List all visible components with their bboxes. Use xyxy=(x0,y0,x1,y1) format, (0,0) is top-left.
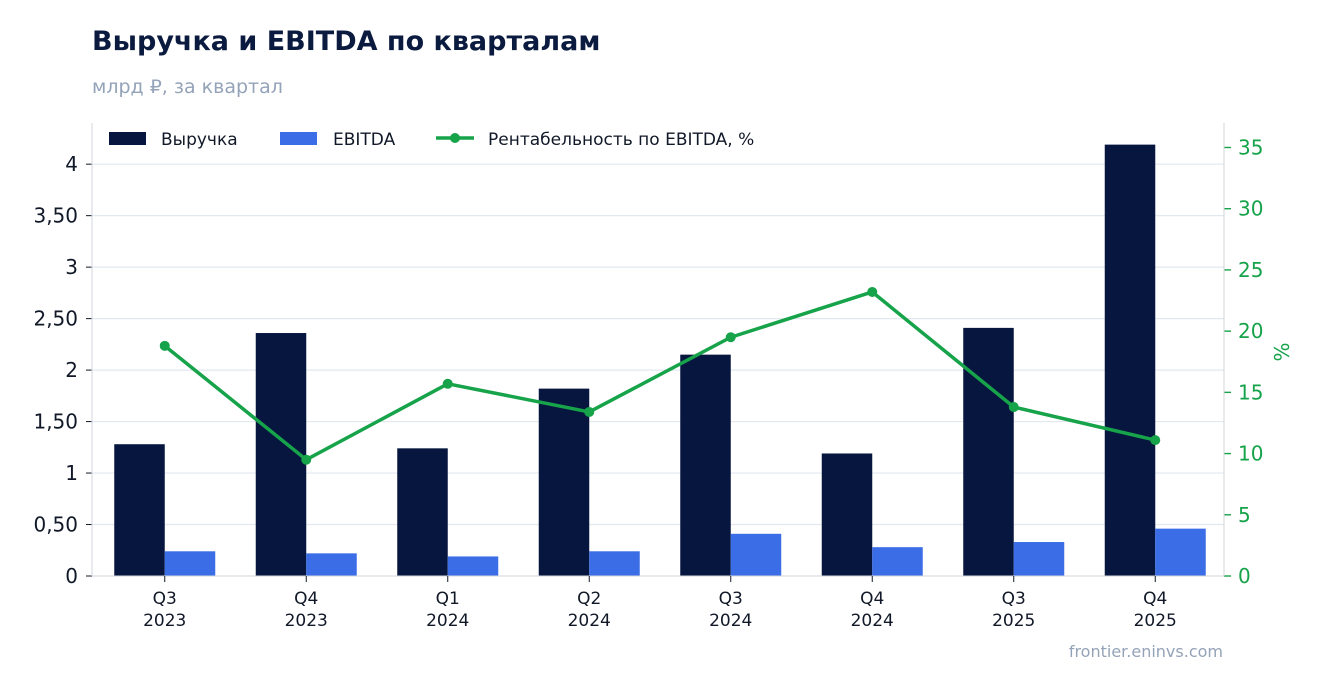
x-tick-label-year: 2024 xyxy=(426,611,469,631)
margin-point xyxy=(442,378,453,389)
left-tick-label: 0,50 xyxy=(33,513,78,537)
x-tick-label-quarter: Q4 xyxy=(1143,589,1167,609)
bar-ebitda xyxy=(730,533,782,576)
x-tick-label-year: 2024 xyxy=(709,611,752,631)
left-tick-label: 3 xyxy=(65,255,78,279)
margin-line-group xyxy=(159,286,1161,465)
bar-revenue xyxy=(397,448,448,576)
right-tick-label: 10 xyxy=(1238,442,1263,466)
axes-group: 00,5011,5022,5033,50405101520253035Q3202… xyxy=(33,123,1263,631)
right-tick-label: 35 xyxy=(1238,135,1263,159)
right-tick-label: 25 xyxy=(1238,258,1263,282)
bar-ebitda xyxy=(1013,542,1065,576)
bar-ebitda xyxy=(1155,528,1206,576)
bar-revenue xyxy=(114,444,165,576)
margin-point xyxy=(159,340,170,351)
left-tick-label: 0 xyxy=(65,564,78,588)
chart-subtitle: млрд ₽, за квартал xyxy=(92,76,283,98)
legend-label-revenue: Выручка xyxy=(161,130,238,150)
legend: Выручка EBITDA Рентабельность по EBITDA,… xyxy=(109,130,754,150)
grid-lines xyxy=(92,163,1224,526)
left-tick-label: 2 xyxy=(65,358,78,382)
bars-group xyxy=(114,144,1206,576)
bar-ebitda xyxy=(589,551,640,576)
bar-ebitda xyxy=(872,547,923,576)
chart-title: Выручка и EBITDA по кварталам xyxy=(92,26,601,57)
right-tick-label: 5 xyxy=(1238,503,1251,527)
right-tick-label: 30 xyxy=(1238,197,1263,221)
margin-point xyxy=(584,406,595,417)
x-tick-label-quarter: Q4 xyxy=(860,589,884,609)
left-tick-label: 4 xyxy=(65,152,78,176)
legend-swatch-revenue xyxy=(109,132,146,145)
margin-point xyxy=(725,332,736,343)
right-tick-label: 20 xyxy=(1238,319,1263,343)
legend-swatch-margin-marker xyxy=(450,133,460,143)
x-tick-label-quarter: Q3 xyxy=(1002,589,1026,609)
margin-point xyxy=(867,286,878,297)
x-tick-label-quarter: Q3 xyxy=(719,589,743,609)
bar-ebitda xyxy=(447,556,499,576)
x-tick-label-year: 2023 xyxy=(143,611,186,631)
right-axis-label: % xyxy=(1270,342,1294,361)
left-tick-label: 3,50 xyxy=(33,204,78,228)
bar-revenue xyxy=(963,327,1014,576)
legend-label-ebitda: EBITDA xyxy=(333,130,396,150)
left-tick-label: 1 xyxy=(65,461,78,485)
x-tick-label-quarter: Q1 xyxy=(436,589,460,609)
x-tick-label-year: 2024 xyxy=(568,611,611,631)
margin-point xyxy=(1008,402,1019,413)
left-tick-label: 2,50 xyxy=(33,307,78,331)
margin-line xyxy=(163,290,1156,462)
right-tick-label: 0 xyxy=(1238,564,1251,588)
legend-label-margin: Рентабельность по EBITDA, % xyxy=(488,130,754,150)
source-label: frontier.eninvs.com xyxy=(1068,642,1223,661)
x-tick-label-year: 2023 xyxy=(285,611,328,631)
legend-swatch-ebitda xyxy=(280,132,317,145)
bar-revenue xyxy=(538,388,590,576)
bar-ebitda xyxy=(164,551,216,576)
x-tick-label-year: 2025 xyxy=(1134,611,1177,631)
left-tick-label: 1,50 xyxy=(33,410,78,434)
margin-point xyxy=(1150,435,1161,446)
x-tick-label-quarter: Q4 xyxy=(294,589,318,609)
bar-revenue xyxy=(821,453,873,576)
bar-revenue xyxy=(680,354,731,576)
bar-revenue xyxy=(1104,144,1156,576)
right-tick-label: 15 xyxy=(1238,380,1263,404)
x-tick-label-year: 2024 xyxy=(851,611,894,631)
x-tick-label-year: 2025 xyxy=(992,611,1035,631)
margin-point xyxy=(301,454,312,465)
x-tick-label-quarter: Q3 xyxy=(153,589,177,609)
bar-ebitda xyxy=(306,553,357,576)
x-tick-label-quarter: Q2 xyxy=(577,589,601,609)
